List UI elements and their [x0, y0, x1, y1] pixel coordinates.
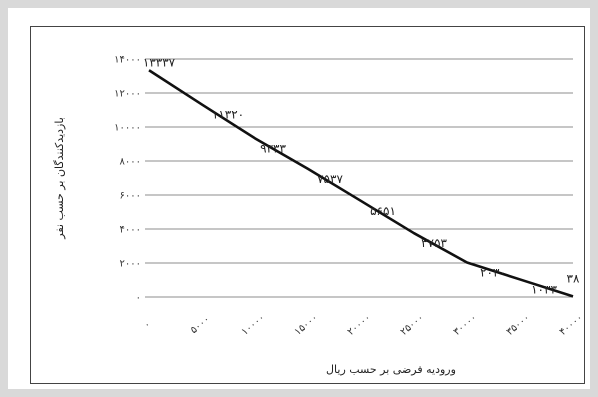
- series-line: [148, 69, 574, 298]
- data-label: ۱۰۳۳: [531, 282, 557, 296]
- x-axis-title: ورودیه فرضی بر حسب ریال: [326, 363, 456, 376]
- x-tick-label: ۳۵۰۰۰: [505, 312, 533, 338]
- x-tick-label: ۵۰۰۰: [189, 314, 213, 336]
- data-label: ۳۷۵۳: [421, 236, 447, 250]
- x-tick-label: ۰: [142, 319, 153, 331]
- y-tick-label: ۸۰۰۰: [120, 157, 141, 168]
- y-tick-label: ۱۴۰۰۰: [114, 55, 141, 66]
- y-tick-label: ۱۲۰۰۰: [114, 89, 141, 100]
- figure-frame: ۰ ۲۰۰۰ ۴۰۰۰ ۶۰۰۰ ۸۰۰۰ ۱۰۰۰۰ ۱۲۰۰۰ ۱۴۰۰۰ ۰ ۵۰۰۰ ۱۰۰…: [8, 8, 590, 389]
- y-tick-label: ۱۰۰۰۰: [114, 123, 141, 134]
- chart-box: ۰ ۲۰۰۰ ۴۰۰۰ ۶۰۰۰ ۸۰۰۰ ۱۰۰۰۰ ۱۲۰۰۰ ۱۴۰۰۰ ۰ ۵۰۰۰ ۱۰۰…: [30, 26, 585, 384]
- data-label: ۱۳۳۳۷: [143, 55, 176, 69]
- data-label: ۱۱۳۲۰: [212, 108, 244, 122]
- data-label: ۲۰۳۰: [480, 265, 506, 279]
- line-chart: ۰ ۲۰۰۰ ۴۰۰۰ ۶۰۰۰ ۸۰۰۰ ۱۰۰۰۰ ۱۲۰۰۰ ۱۴۰۰۰ ۰ ۵۰۰۰ ۱۰۰…: [53, 55, 586, 377]
- data-label: ۳۸: [567, 271, 580, 285]
- x-tick-label: ۲۰۰۰۰: [346, 312, 374, 338]
- y-axis-title: بازدیدکنندگان بر حسب نفر: [53, 117, 66, 240]
- data-label: ۵۶۵۱: [370, 204, 396, 218]
- x-tick-label: ۲۵۰۰۰: [399, 312, 427, 338]
- y-tick-label: ۲۰۰۰: [120, 259, 141, 270]
- data-label: ۷۵۳۷: [317, 172, 343, 186]
- x-tick-label: ۴۰۰۰۰: [558, 312, 586, 338]
- data-label: ۹۳۳۳: [260, 141, 286, 155]
- x-tick-label: ۱۰۰۰۰: [240, 312, 268, 338]
- x-tick-label: ۳۰۰۰۰: [452, 312, 480, 338]
- x-tick-label: ۱۵۰۰۰: [293, 312, 321, 338]
- y-tick-label: ۰: [136, 293, 141, 304]
- y-tick-label: ۶۰۰۰: [120, 191, 141, 202]
- y-tick-label: ۴۰۰۰: [120, 225, 141, 236]
